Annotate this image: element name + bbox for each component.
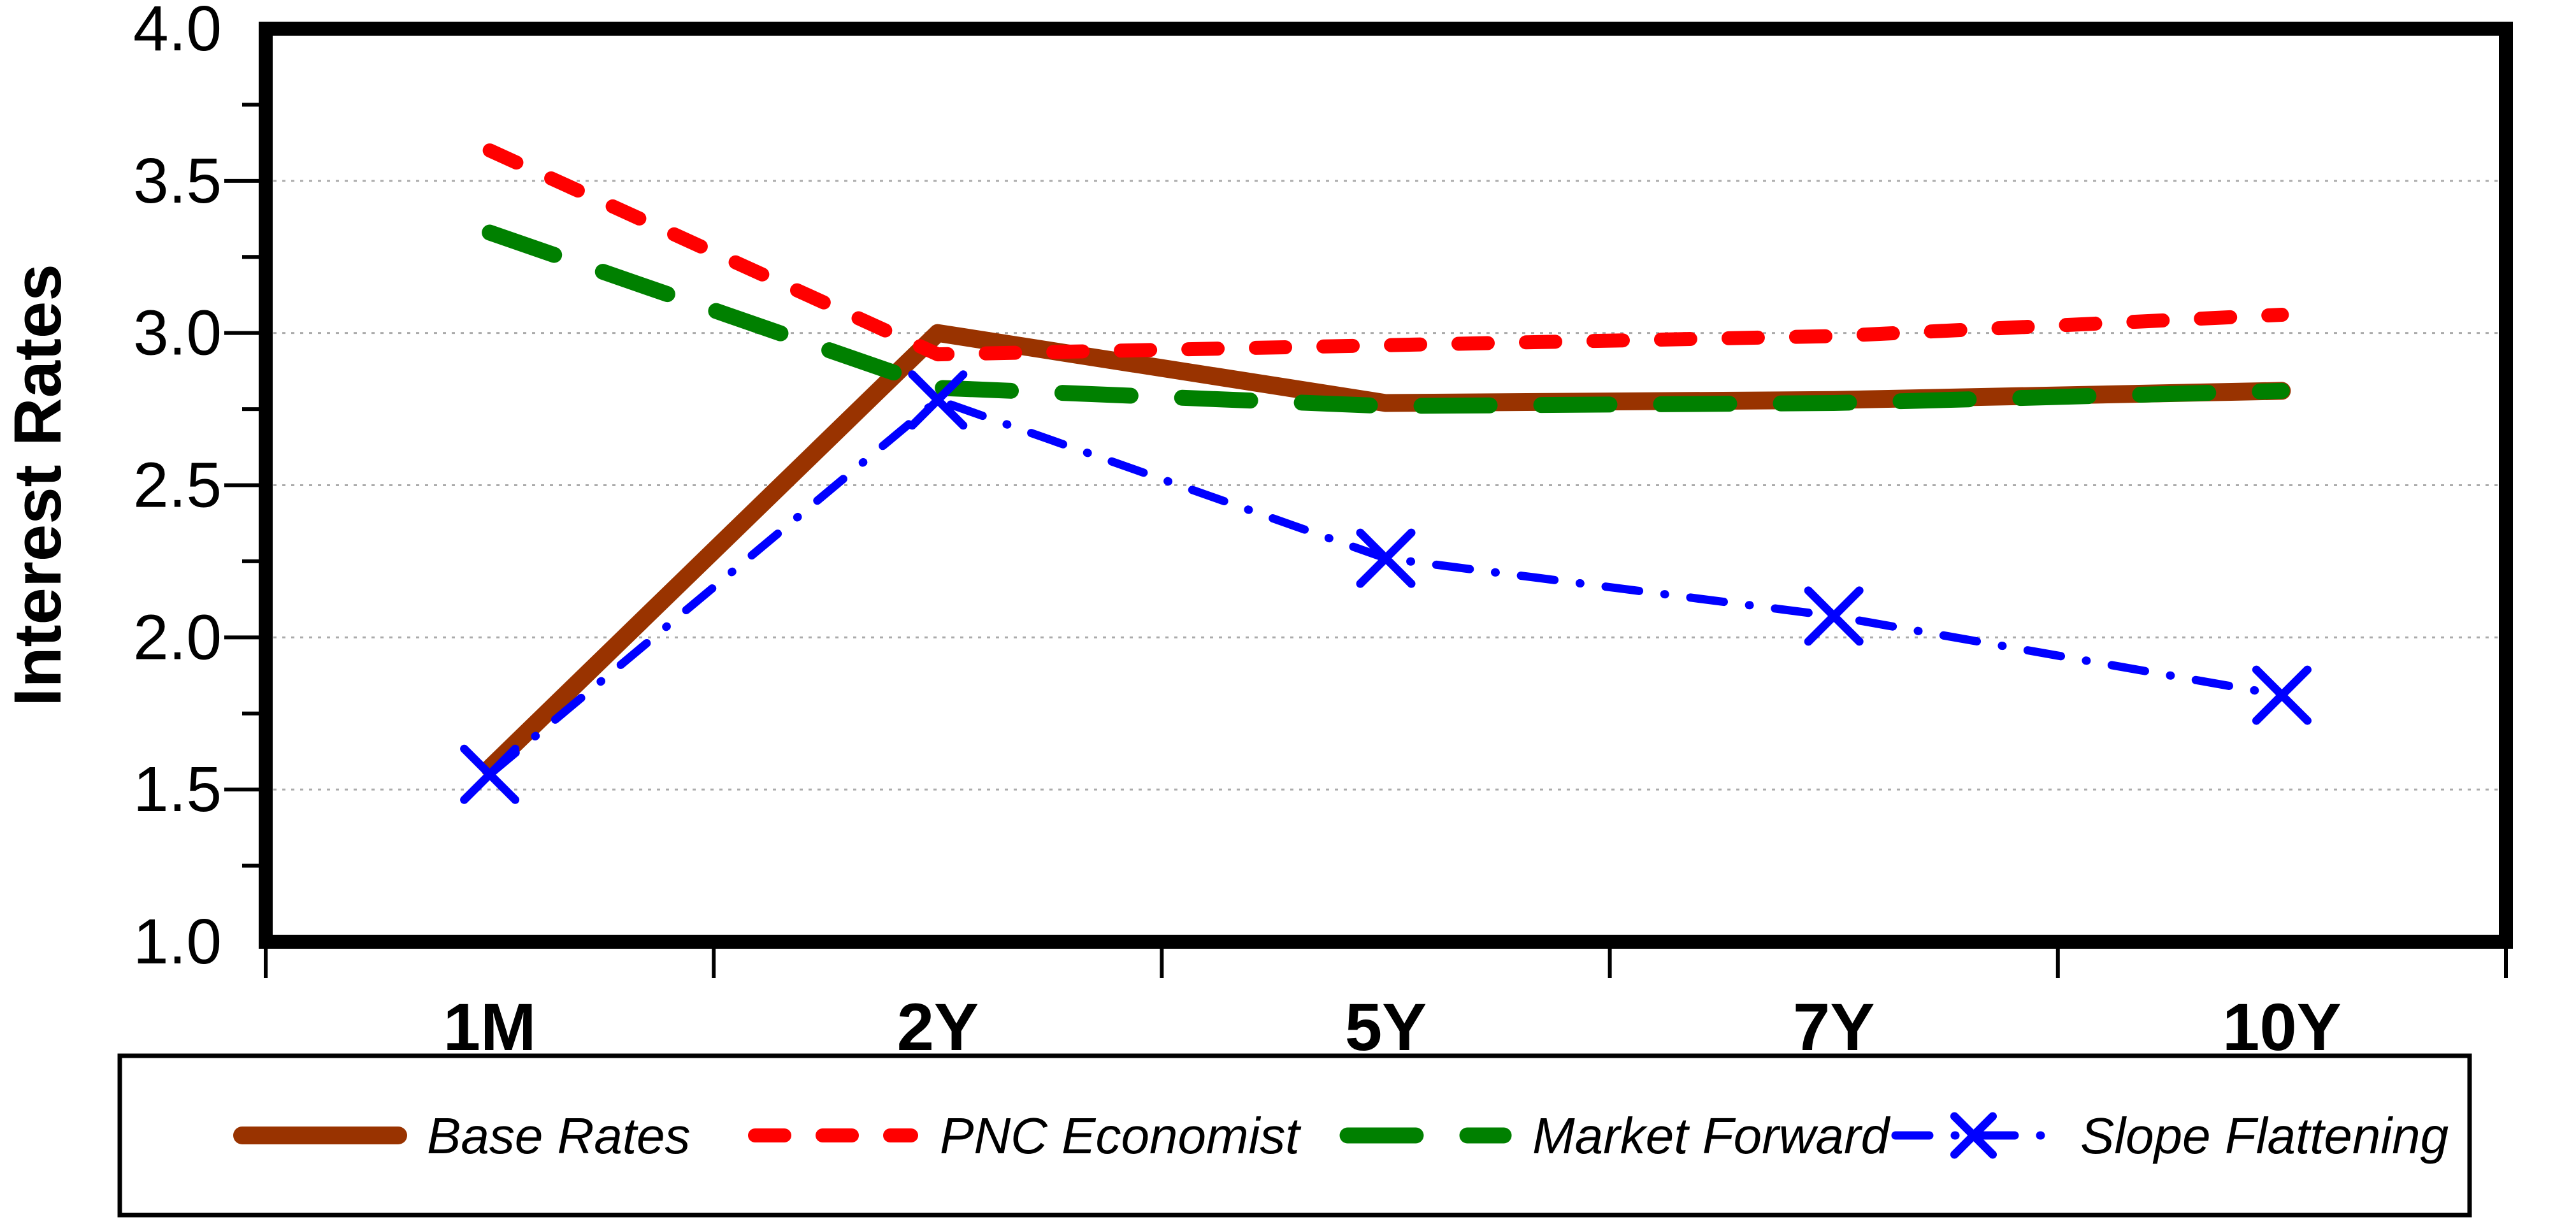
legend-label: Base Rates xyxy=(427,1107,691,1164)
series-line-market-forward xyxy=(482,224,2290,414)
legend-x-marker xyxy=(1950,1112,1997,1159)
y-axis-title: Interest Rates xyxy=(1,264,75,706)
plot-frame xyxy=(259,22,2513,949)
y-tick-label: 4.0 xyxy=(133,0,222,64)
x-marker xyxy=(460,744,520,804)
x-tick-label: 1M xyxy=(443,990,536,1065)
x-tick-label: 10Y xyxy=(2222,990,2342,1065)
legend-label: PNC Economist xyxy=(940,1107,1301,1164)
x-marker xyxy=(2252,665,2312,725)
y-tick-label: 1.5 xyxy=(133,754,222,825)
x-marker xyxy=(1804,586,1864,646)
legend xyxy=(117,1053,2472,1218)
series-line-pnc-economist xyxy=(482,143,2289,362)
x-tick-label: 5Y xyxy=(1345,990,1427,1065)
series-line-slope-flattening xyxy=(486,396,2286,779)
x-marker xyxy=(1356,528,1416,588)
legend-label: Slope Flattening xyxy=(2080,1107,2449,1164)
x-tick-label: 7Y xyxy=(1793,990,1874,1065)
legend-label: Market Forward xyxy=(1532,1107,1891,1164)
x-tick-label: 2Y xyxy=(897,990,979,1065)
x-marker xyxy=(908,370,968,430)
y-tick-label: 3.0 xyxy=(133,298,222,369)
y-tick-label: 1.0 xyxy=(133,906,222,977)
y-tick-label: 2.0 xyxy=(133,601,222,673)
series-line-base-rates xyxy=(480,324,2291,777)
y-tick-label: 2.5 xyxy=(133,450,222,521)
y-tick-label: 3.5 xyxy=(133,145,222,217)
